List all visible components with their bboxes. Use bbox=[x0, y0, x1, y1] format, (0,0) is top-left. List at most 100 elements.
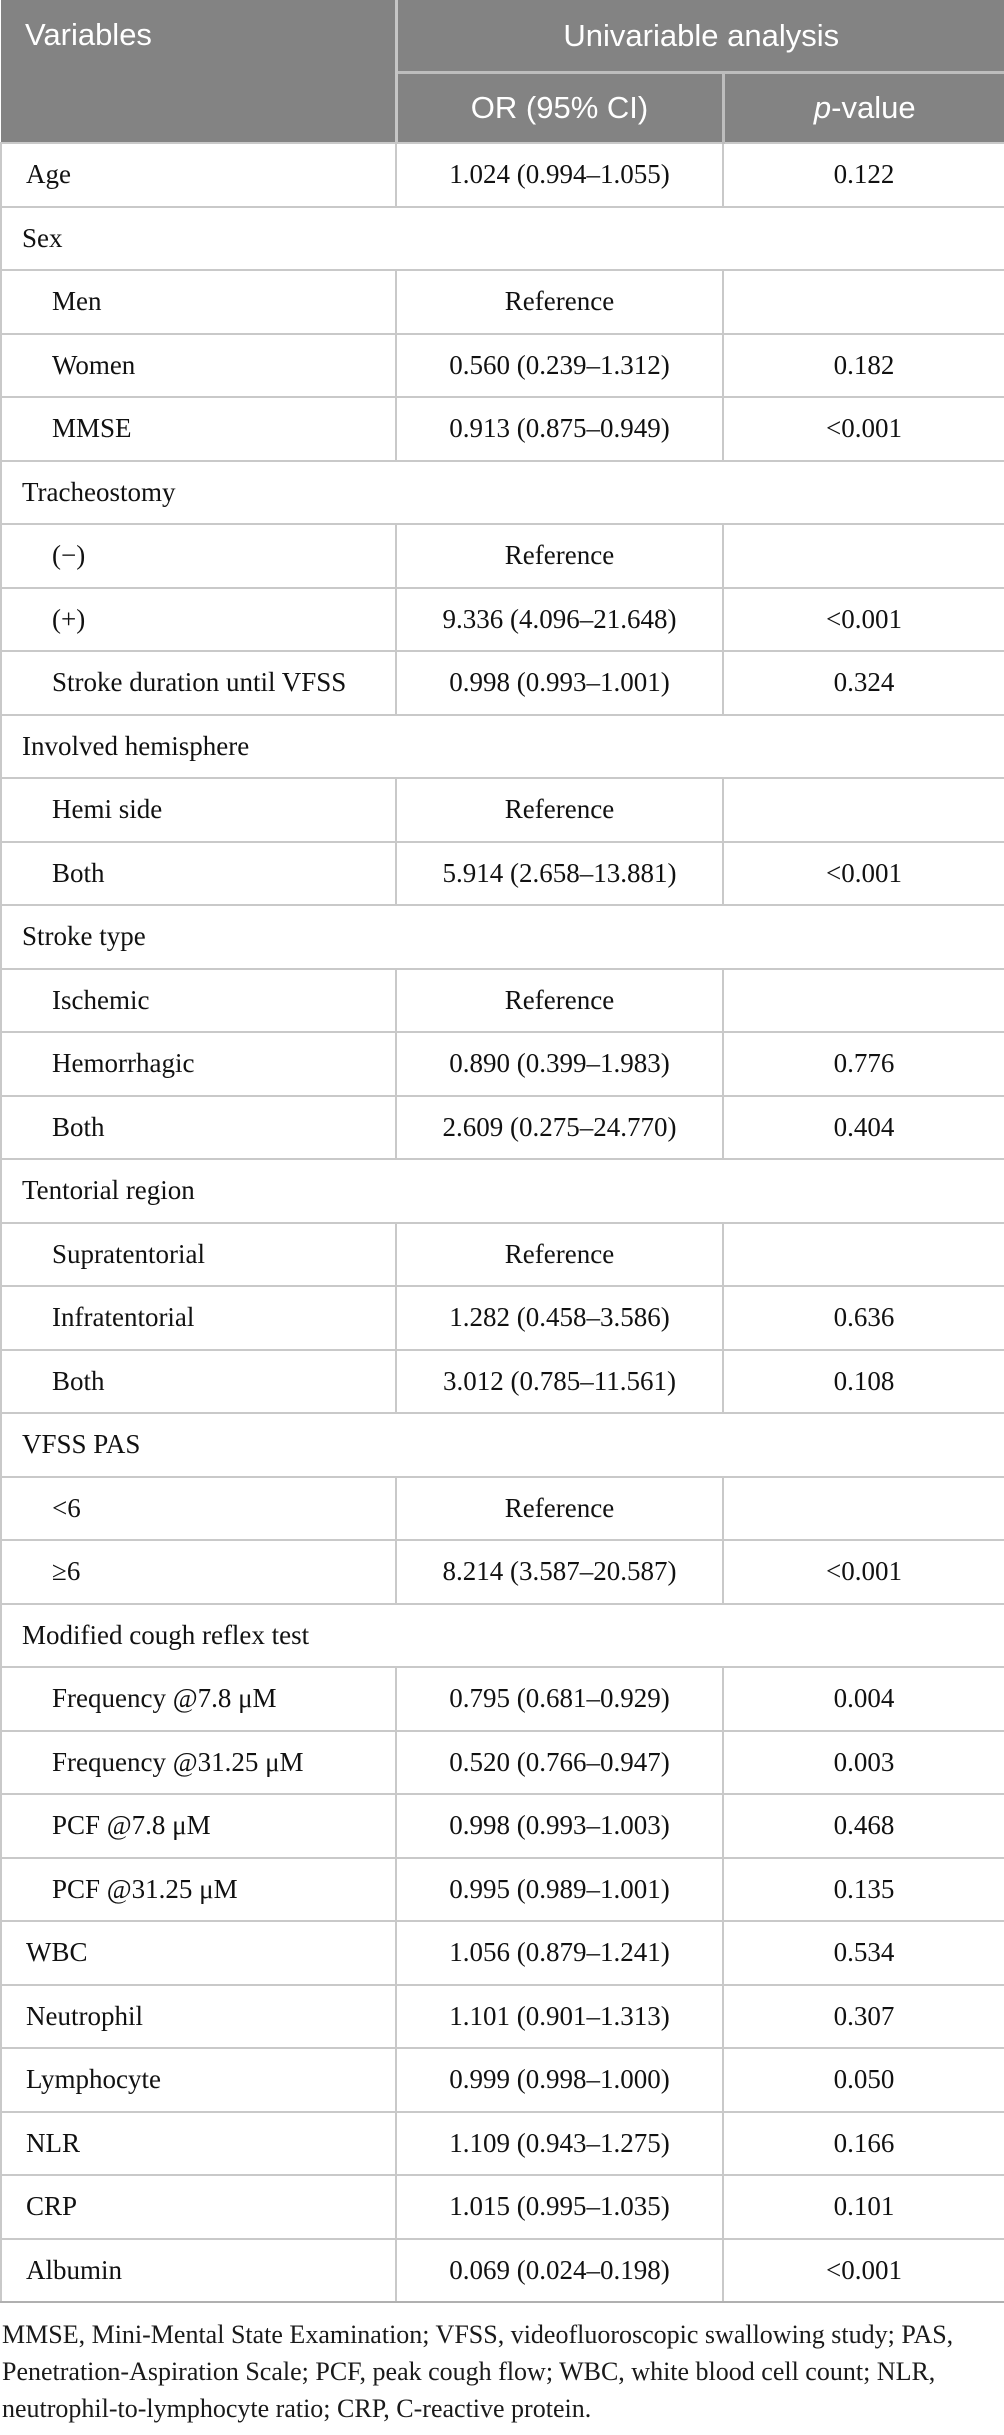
or-ci-cell: Reference bbox=[395, 1221, 724, 1287]
p-value-cell: 0.182 bbox=[722, 332, 1004, 398]
table-row: PCF @7.8 μM 0.998 (0.993–1.003) 0.468 bbox=[0, 1793, 1004, 1859]
or-ci-cell: 9.336 (4.096–21.648) bbox=[395, 586, 724, 652]
header-row-1: Variables Univariable analysis bbox=[1, 0, 1004, 143]
or-ci-cell: 1.109 (0.943–1.275) bbox=[395, 2110, 724, 2176]
p-value-cell: 0.776 bbox=[722, 1031, 1004, 1097]
p-value-cell: <0.001 bbox=[722, 840, 1004, 906]
group-label-cell: Sex bbox=[0, 205, 1004, 271]
or-ci-cell: 0.995 (0.989–1.001) bbox=[395, 1856, 724, 1922]
table-row: PCF @31.25 μM 0.995 (0.989–1.001) 0.135 bbox=[0, 1856, 1004, 1922]
table-group-row: Involved hemisphere bbox=[0, 713, 1004, 779]
or-ci-cell: 0.890 (0.399–1.983) bbox=[395, 1031, 724, 1097]
variable-label-cell: Men bbox=[0, 269, 397, 335]
or-ci-cell: Reference bbox=[395, 967, 724, 1033]
table-row: Women 0.560 (0.239–1.312) 0.182 bbox=[0, 332, 1004, 398]
table-row: (+) 9.336 (4.096–21.648) <0.001 bbox=[0, 586, 1004, 652]
or-ci-cell: 1.282 (0.458–3.586) bbox=[395, 1285, 724, 1351]
p-value-cell: 0.404 bbox=[722, 1094, 1004, 1160]
or-ci-cell: 5.914 (2.658–13.881) bbox=[395, 840, 724, 906]
table-group-row: Modified cough reflex test bbox=[0, 1602, 1004, 1668]
variable-label-cell: <6 bbox=[0, 1475, 397, 1541]
p-value-cell: 0.468 bbox=[722, 1793, 1004, 1859]
variable-label-cell: PCF @7.8 μM bbox=[0, 1793, 397, 1859]
table-row: Both 2.609 (0.275–24.770) 0.404 bbox=[0, 1094, 1004, 1160]
variable-label-cell: Both bbox=[0, 1348, 397, 1414]
table-group-row: VFSS PAS bbox=[0, 1412, 1004, 1478]
p-value-cell bbox=[722, 1475, 1004, 1541]
table-row: Neutrophil 1.101 (0.901–1.313) 0.307 bbox=[0, 1983, 1004, 2049]
or-ci-cell: 1.101 (0.901–1.313) bbox=[395, 1983, 724, 2049]
p-value-cell: 0.307 bbox=[722, 1983, 1004, 2049]
p-value-cell: <0.001 bbox=[722, 2237, 1004, 2303]
variable-label-cell: Lymphocyte bbox=[0, 2047, 397, 2113]
table-row: Hemi side Reference bbox=[0, 777, 1004, 843]
variable-label-cell: MMSE bbox=[0, 396, 397, 462]
variable-label-cell: Stroke duration until VFSS bbox=[0, 650, 397, 716]
p-value-cell: 0.636 bbox=[722, 1285, 1004, 1351]
p-value-cell: 0.108 bbox=[722, 1348, 1004, 1414]
variable-label-cell: (+) bbox=[0, 586, 397, 652]
p-value-cell: 0.004 bbox=[722, 1666, 1004, 1732]
table-row: Stroke duration until VFSS 0.998 (0.993–1… bbox=[0, 650, 1004, 716]
variable-label-cell: Women bbox=[0, 332, 397, 398]
table-row: Supratentorial Reference bbox=[0, 1221, 1004, 1287]
table-group-row: Stroke type bbox=[0, 904, 1004, 970]
variable-label-cell: WBC bbox=[0, 1920, 397, 1986]
variable-label-cell: NLR bbox=[0, 2110, 397, 2176]
or-ci-cell: 0.520 (0.766–0.947) bbox=[395, 1729, 724, 1795]
variable-label-cell: Supratentorial bbox=[0, 1221, 397, 1287]
p-value-cell: <0.001 bbox=[722, 1539, 1004, 1605]
table-body: Age 1.024 (0.994–1.055) 0.122 Sex Men Referen… bbox=[0, 142, 1004, 2303]
p-value-header-cell: p-value bbox=[721, 72, 1004, 143]
variable-label-cell: CRP bbox=[0, 2174, 397, 2240]
or-ci-cell: 0.913 (0.875–0.949) bbox=[395, 396, 724, 462]
p-value-cell bbox=[722, 777, 1004, 843]
table-row: Both 5.914 (2.658–13.881) <0.001 bbox=[0, 840, 1004, 906]
table-row: WBC 1.056 (0.879–1.241) 0.534 bbox=[0, 1920, 1004, 1986]
group-label-cell: Stroke type bbox=[0, 904, 1004, 970]
or-ci-cell: 0.999 (0.998–1.000) bbox=[395, 2047, 724, 2113]
or-ci-cell: 1.024 (0.994–1.055) bbox=[395, 142, 724, 208]
or-ci-cell: 0.998 (0.993–1.001) bbox=[395, 650, 724, 716]
variable-label-cell: Hemi side bbox=[0, 777, 397, 843]
variable-label-cell: Albumin bbox=[0, 2237, 397, 2303]
p-value-header-italic: p bbox=[813, 90, 832, 125]
variables-header-cell: Variables bbox=[1, 0, 398, 143]
table-header: Variables Univariable analysis OR (95% C… bbox=[1, 0, 1004, 143]
group-label-cell: Tentorial region bbox=[0, 1158, 1004, 1224]
or-ci-cell: 3.012 (0.785–11.561) bbox=[395, 1348, 724, 1414]
variable-label-cell: Age bbox=[0, 142, 397, 208]
or-ci-cell: 0.998 (0.993–1.003) bbox=[395, 1793, 724, 1859]
table-row: Frequency @31.25 μM 0.520 (0.766–0.947) 0.… bbox=[0, 1729, 1004, 1795]
or-ci-cell: 0.560 (0.239–1.312) bbox=[395, 332, 724, 398]
header-row-2: OR (95% CI) p-value bbox=[1, 72, 1004, 143]
table-row: Albumin 0.069 (0.024–0.198) <0.001 bbox=[0, 2237, 1004, 2303]
group-label-cell: VFSS PAS bbox=[0, 1412, 1004, 1478]
table-row: (−) Reference bbox=[0, 523, 1004, 589]
p-value-cell: 0.534 bbox=[722, 1920, 1004, 1986]
table-group-row: Sex bbox=[0, 205, 1004, 271]
table-row: Frequency @7.8 μM 0.795 (0.681–0.929) 0.00… bbox=[0, 1666, 1004, 1732]
p-value-cell: 0.122 bbox=[722, 142, 1004, 208]
table-row: Ischemic Reference bbox=[0, 967, 1004, 1033]
or-ci-cell: 8.214 (3.587–20.587) bbox=[395, 1539, 724, 1605]
or-ci-cell: Reference bbox=[395, 1475, 724, 1541]
table-row: Infratentorial 1.282 (0.458–3.586) 0.636 bbox=[0, 1285, 1004, 1351]
or-ci-cell: 1.056 (0.879–1.241) bbox=[395, 1920, 724, 1986]
group-label-cell: Involved hemisphere bbox=[0, 713, 1004, 779]
table-row: Both 3.012 (0.785–11.561) 0.108 bbox=[0, 1348, 1004, 1414]
variable-label-cell: (−) bbox=[0, 523, 397, 589]
group-label-cell: Modified cough reflex test bbox=[0, 1602, 1004, 1668]
table-row: Men Reference bbox=[0, 269, 1004, 335]
variable-label-cell: Infratentorial bbox=[0, 1285, 397, 1351]
p-value-cell: 0.101 bbox=[722, 2174, 1004, 2240]
p-value-cell: <0.001 bbox=[722, 396, 1004, 462]
p-value-cell: <0.001 bbox=[722, 586, 1004, 652]
table-group-row: Tentorial region bbox=[0, 1158, 1004, 1224]
p-value-header-rest: -value bbox=[831, 90, 916, 125]
p-value-cell: 0.003 bbox=[722, 1729, 1004, 1795]
or-ci-cell: 2.609 (0.275–24.770) bbox=[395, 1094, 724, 1160]
table-row: Age 1.024 (0.994–1.055) 0.122 bbox=[0, 142, 1004, 208]
table-row: NLR 1.109 (0.943–1.275) 0.166 bbox=[0, 2110, 1004, 2176]
